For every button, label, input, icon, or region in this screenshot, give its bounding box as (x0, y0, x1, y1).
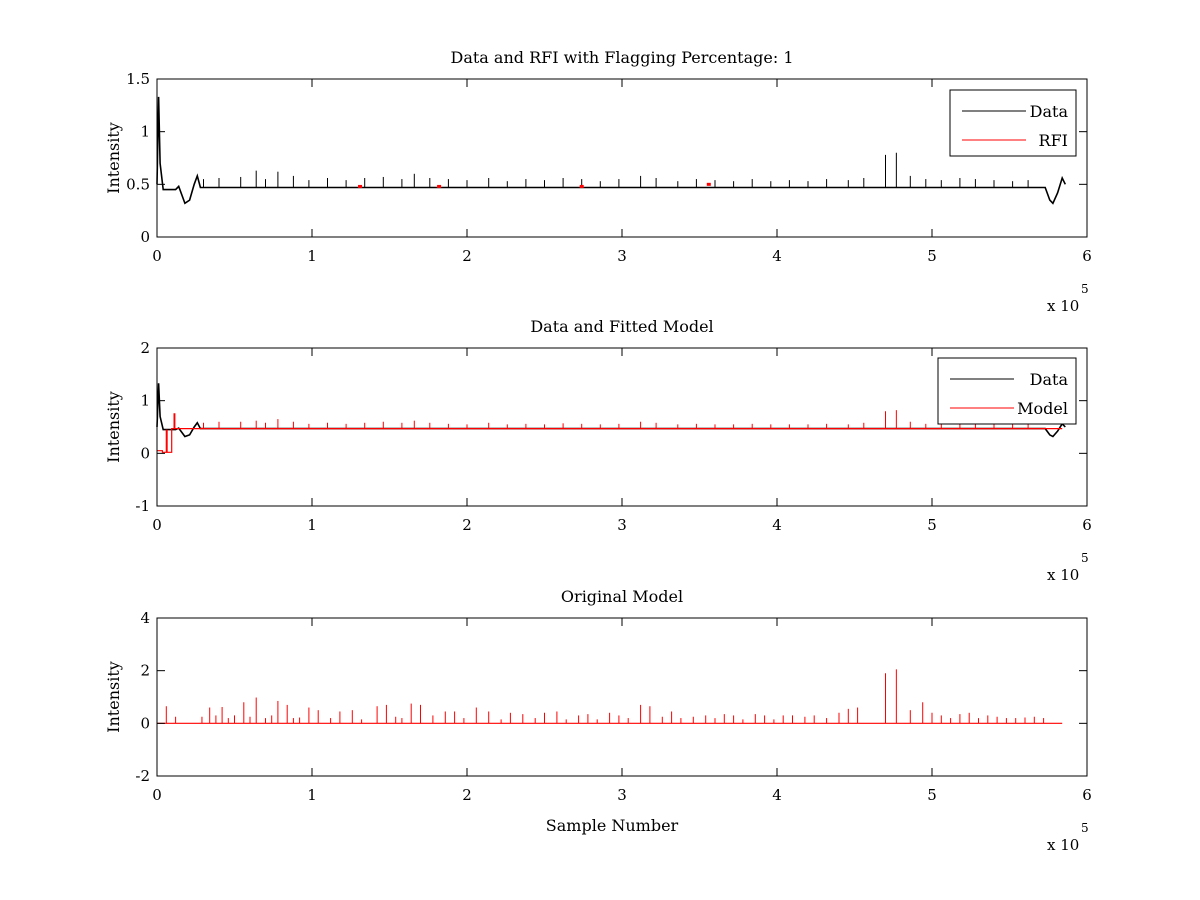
subplot-1-marks (156, 96, 1067, 205)
x-tick-label: 5 (927, 786, 937, 804)
subplot-2-marks (156, 383, 1066, 453)
x-tick-label: 2 (462, 516, 472, 534)
x-tick-label: 0 (152, 516, 162, 534)
x-tick-label: 0 (152, 247, 162, 265)
legend-label-data: Data (1030, 102, 1069, 121)
x-exponent-base: x 10 (1047, 836, 1079, 854)
x-exponent-power: 5 (1081, 821, 1089, 835)
y-tick-label: 0 (140, 228, 150, 246)
y-tick-label: -2 (135, 767, 150, 785)
rfi-marker (706, 182, 711, 186)
subplot-1-ticks: 0 1 2 3 4 5 6 0 0.5 1 1.5 (126, 70, 1092, 265)
x-tick-label: 1 (307, 786, 317, 804)
series-line-model (157, 413, 1063, 453)
rfi-marker (358, 184, 363, 188)
x-exponent-power: 5 (1081, 551, 1089, 565)
x-tick-label: 4 (772, 786, 782, 804)
subplot-3-ylabel: Intensity (104, 661, 123, 733)
x-tick-label: 5 (927, 516, 937, 534)
subplot-3-marks (157, 669, 1063, 724)
legend-box (949, 89, 1077, 157)
subplot-2-ylabel: Intensity (104, 391, 123, 463)
subplot-2-legend: Data Model (937, 357, 1077, 425)
y-tick-label: 1 (140, 392, 150, 410)
x-tick-label: 4 (772, 516, 782, 534)
y-tick-label: 1 (140, 123, 150, 141)
subplot-1-ylabel: Intensity (104, 122, 123, 194)
legend-label-data: Data (1030, 370, 1069, 389)
y-tick-label: 2 (140, 662, 150, 680)
x-exponent-power: 5 (1081, 282, 1089, 296)
legend-label-model: Model (1017, 399, 1068, 418)
x-tick-label: 2 (462, 786, 472, 804)
x-tick-label: 4 (772, 247, 782, 265)
x-tick-label: 2 (462, 247, 472, 265)
x-tick-label: 0 (152, 786, 162, 804)
subplot-2-x-exponent: x 10 5 (1047, 551, 1089, 584)
subplot-1-x-exponent: x 10 5 (1047, 282, 1089, 315)
legend-box (937, 357, 1077, 425)
y-tick-label: 0.5 (126, 175, 150, 193)
series-line-data (156, 96, 1067, 205)
x-tick-label: 1 (307, 247, 317, 265)
subplot-data-and-rfi: Data and RFI with Flagging Percentage: 1… (104, 48, 1092, 315)
x-exponent-base: x 10 (1047, 297, 1079, 315)
subplot-1-title: Data and RFI with Flagging Percentage: 1 (450, 48, 793, 67)
x-tick-label: 3 (617, 516, 627, 534)
y-tick-label: 0 (140, 444, 150, 462)
x-tick-label: 6 (1082, 516, 1092, 534)
x-tick-label: 1 (307, 516, 317, 534)
x-exponent-base: x 10 (1047, 566, 1079, 584)
rfi-marker (437, 184, 442, 188)
subplot-2-title: Data and Fitted Model (530, 317, 713, 336)
subplot-3-xlabel: Sample Number (546, 816, 679, 835)
rfi-marker (579, 184, 584, 188)
subplot-3-x-exponent: x 10 5 (1047, 821, 1089, 854)
y-tick-label: 0 (140, 714, 150, 732)
y-tick-label: 2 (140, 339, 150, 357)
x-tick-label: 3 (617, 247, 627, 265)
legend-label-rfi: RFI (1039, 131, 1068, 150)
subplot-data-and-fitted-model: Data and Fitted Model Intensity 0 1 2 3 4 5 6 -… (104, 317, 1092, 584)
series-line-data (156, 383, 1066, 438)
subplot-original-model: Original Model Intensity Sample Number 0… (104, 587, 1092, 854)
x-tick-label: 6 (1082, 786, 1092, 804)
y-tick-label: 1.5 (126, 70, 150, 88)
subplot-3-frame (156, 617, 1088, 777)
y-tick-label: -1 (135, 497, 150, 515)
x-tick-label: 6 (1082, 247, 1092, 265)
subplot-1-frame (156, 78, 1088, 238)
subplot-3-title: Original Model (561, 587, 683, 606)
x-tick-label: 5 (927, 247, 937, 265)
y-tick-label: 4 (140, 609, 150, 627)
subplot-1-legend: Data RFI (949, 89, 1077, 157)
x-tick-label: 3 (617, 786, 627, 804)
